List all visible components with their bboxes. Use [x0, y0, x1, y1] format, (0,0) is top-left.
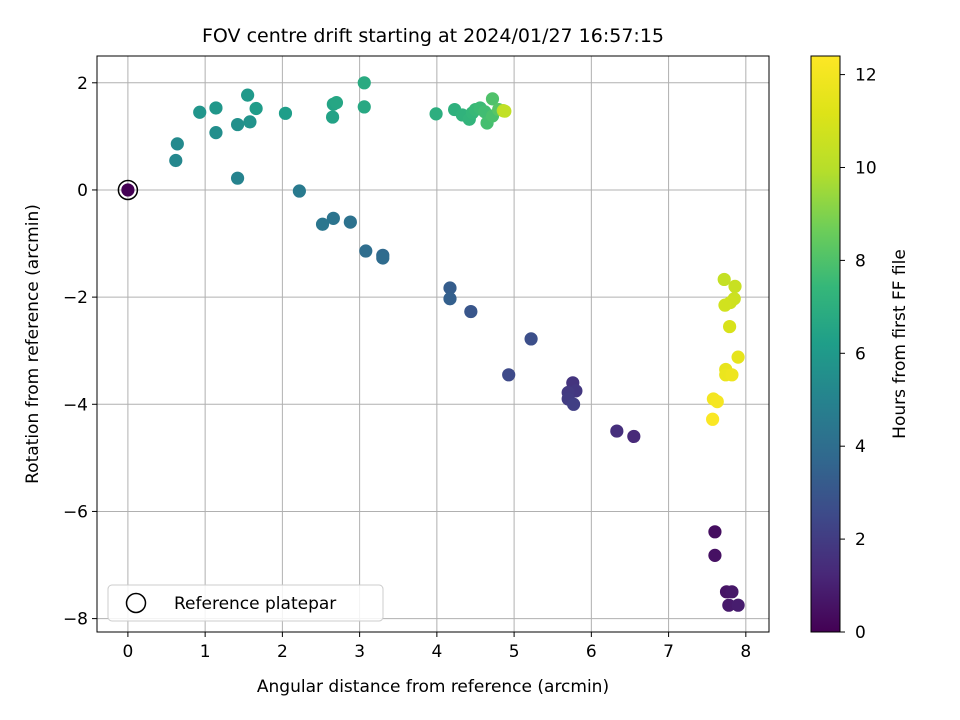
y-tick-label: −4: [63, 395, 88, 415]
data-point: [502, 368, 516, 382]
data-point: [610, 424, 624, 438]
data-point: [725, 368, 739, 382]
y-tick-label: 2: [77, 74, 88, 94]
data-point: [723, 319, 737, 334]
colorbar-tick-label: 2: [855, 530, 866, 550]
colorbar-tick-label: 8: [855, 251, 866, 271]
colorbar-tick-label: 0: [855, 623, 866, 643]
data-point: [169, 153, 183, 168]
data-point: [376, 251, 390, 265]
legend-reference-marker: [125, 592, 147, 614]
scatter-points: [117, 76, 745, 612]
data-point: [722, 598, 736, 612]
colorbar-ticks: 0 2 4 6 8 10 12: [840, 66, 877, 643]
data-point: [731, 350, 745, 364]
reference-platepar-marker: [117, 179, 139, 201]
data-point: [326, 211, 340, 225]
chart-title: FOV centre drift starting at 2024/01/27 …: [202, 25, 664, 47]
data-point: [325, 110, 340, 124]
data-point: [710, 395, 724, 409]
data-point: [429, 107, 443, 121]
colorbar-tick-label: 12: [855, 66, 877, 86]
data-point: [209, 101, 223, 115]
colorbar-tick-label: 4: [855, 437, 866, 457]
x-tick-label: 4: [431, 642, 442, 662]
data-point: [249, 101, 263, 116]
x-tick-label: 1: [200, 642, 211, 662]
data-point: [728, 279, 742, 293]
x-tick-label: 0: [122, 642, 133, 662]
x-tick-label: 5: [509, 642, 520, 662]
grid-lines: [97, 56, 769, 632]
data-point: [498, 104, 512, 118]
legend-reference-label: Reference platepar: [174, 594, 336, 614]
data-point: [230, 171, 245, 185]
y-tick-label: −2: [63, 288, 88, 308]
data-point: [708, 525, 722, 539]
y-tick-label: −8: [63, 610, 88, 630]
x-axis-ticks: 0 1 2 3 4 5 6 7 8: [122, 632, 751, 662]
data-point: [706, 412, 720, 426]
data-point: [292, 184, 306, 198]
x-tick-label: 7: [663, 642, 674, 662]
data-point: [443, 292, 457, 306]
data-point: [121, 183, 135, 197]
data-point: [329, 96, 344, 110]
data-point: [357, 76, 371, 90]
plot-frame: [96, 55, 770, 633]
data-point: [524, 332, 538, 346]
y-axis-label: Rotation from reference (arcmin): [23, 204, 43, 484]
colorbar-tick-label: 6: [855, 344, 866, 364]
data-point: [357, 100, 371, 114]
data-point: [243, 115, 257, 129]
data-point: [359, 244, 373, 258]
data-point: [343, 215, 357, 229]
data-point: [443, 281, 457, 295]
data-point: [209, 126, 223, 140]
x-tick-label: 6: [586, 642, 597, 662]
x-tick-label: 2: [277, 642, 288, 662]
x-tick-label: 3: [354, 642, 365, 662]
data-point: [485, 92, 500, 106]
colorbar-tick-label: 10: [855, 158, 877, 178]
data-point: [708, 548, 722, 562]
data-point: [731, 598, 745, 612]
data-point: [717, 272, 731, 287]
data-point: [170, 137, 184, 151]
colorbar-gradient: [810, 55, 841, 633]
colorbar-label: Hours from first FF file: [890, 249, 910, 439]
y-axis-ticks: −8 −6 −4 −2 0 2: [63, 74, 97, 630]
legend-box: [107, 584, 384, 622]
y-tick-label: −6: [63, 502, 88, 522]
colorbar: 0 2 4 6 8 10 12 Hours from first FF file: [810, 55, 910, 643]
data-point: [627, 429, 641, 444]
y-tick-label: 0: [77, 181, 88, 201]
x-tick-label: 8: [740, 642, 751, 662]
data-point: [230, 117, 245, 132]
data-point: [193, 105, 207, 119]
data-point: [315, 217, 330, 231]
data-point: [566, 397, 581, 411]
x-axis-label: Angular distance from reference (arcmin): [257, 677, 609, 697]
data-point: [718, 298, 732, 312]
legend: Reference platepar: [107, 584, 384, 622]
data-point: [725, 585, 739, 599]
data-point: [241, 88, 255, 102]
data-point: [464, 304, 478, 319]
data-point: [278, 106, 293, 120]
